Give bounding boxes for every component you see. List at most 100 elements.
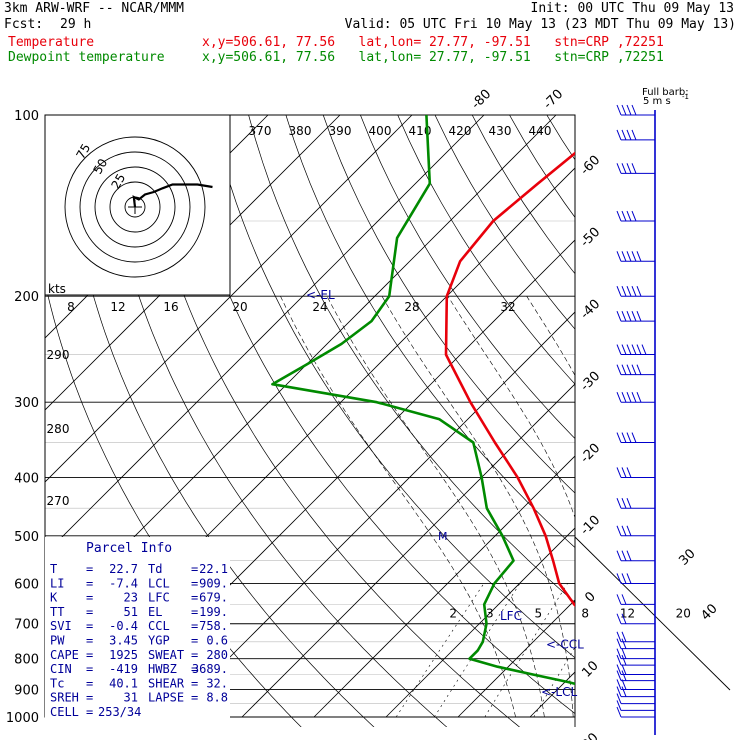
wind-barb bbox=[616, 638, 655, 650]
isotherm-line bbox=[602, 115, 740, 717]
isotherm-label: -50 bbox=[578, 225, 604, 251]
dry-adiabat-line bbox=[584, 115, 740, 730]
barb-legend-line1: Full barb: bbox=[642, 87, 689, 98]
hodograph-ring-label: 75 bbox=[73, 141, 93, 161]
wind-barb-flag bbox=[616, 392, 622, 403]
wind-barb-flag bbox=[626, 498, 632, 509]
moist-adiabat-line bbox=[381, 296, 574, 718]
hodograph-ring-label: 50 bbox=[90, 156, 110, 176]
wind-barb-flag bbox=[616, 364, 622, 375]
parcel-value: 253/34 bbox=[98, 705, 141, 719]
wind-barb-flag bbox=[616, 573, 622, 584]
parcel-label: CAPE bbox=[50, 648, 79, 662]
init-time: Init: 00 UTC Thu 09 May 13 bbox=[530, 1, 735, 16]
speed-tick-label: 12 bbox=[110, 300, 125, 314]
theta-label: 420 bbox=[449, 124, 472, 138]
wind-barb bbox=[616, 525, 655, 537]
wind-barb bbox=[616, 104, 655, 116]
wind-barb-flag bbox=[621, 432, 627, 443]
parcel-eq: = bbox=[191, 591, 198, 605]
wind-barb-flag bbox=[616, 432, 622, 443]
isotherm-line bbox=[241, 383, 575, 718]
dry-adiabat-line bbox=[322, 115, 575, 494]
parcel-value: 3689. bbox=[192, 662, 228, 676]
wind-barb-flag bbox=[626, 573, 632, 584]
parcel-value: 1925 bbox=[109, 648, 138, 662]
moist-adiabat-line bbox=[526, 296, 575, 377]
isotherm-label: -60 bbox=[578, 153, 604, 179]
barb-legend-line2: 5 m s bbox=[643, 96, 671, 107]
temperature-profile bbox=[444, 151, 575, 608]
parcel-eq: = bbox=[86, 619, 93, 633]
wind-barb-flag bbox=[631, 251, 637, 262]
isotherm-label: -20 bbox=[578, 441, 604, 467]
wind-barb-flag bbox=[616, 104, 622, 116]
theta-label: 370 bbox=[249, 124, 272, 138]
wind-barb bbox=[616, 432, 655, 444]
isotherm-line bbox=[313, 455, 575, 718]
wind-barb-flag bbox=[626, 251, 632, 262]
parcel-label: SHEAR bbox=[148, 676, 185, 690]
dry-adiabat-line bbox=[434, 115, 575, 330]
wind-barb-flag bbox=[621, 251, 627, 262]
pressure-tick-label: 100 bbox=[14, 109, 39, 124]
wind-barb-flag bbox=[626, 310, 632, 322]
wind-barb-flag bbox=[621, 310, 627, 322]
wind-barb-flag bbox=[616, 498, 622, 509]
dry-adiabat-label: 270 bbox=[47, 494, 70, 508]
wind-barb-flag bbox=[616, 344, 622, 355]
parcel-value: 22.1 bbox=[199, 562, 228, 576]
wind-barb-flag bbox=[631, 210, 637, 222]
wind-barb-flag bbox=[621, 392, 627, 403]
wind-barb-flag bbox=[631, 432, 637, 443]
moist-adiabat-line bbox=[280, 296, 516, 718]
pressure-tick-label: 200 bbox=[14, 290, 39, 305]
parcel-label: YGP bbox=[148, 634, 170, 648]
isotherm-label: 40 bbox=[698, 601, 720, 623]
wind-barb bbox=[616, 251, 655, 262]
wind-barb-flag bbox=[621, 631, 627, 642]
parcel-value: 8.8 bbox=[206, 691, 228, 705]
wind-barb-flag bbox=[616, 693, 622, 704]
parcel-label: LI bbox=[50, 576, 64, 590]
wind-barb bbox=[616, 693, 655, 705]
wind-barb-flag bbox=[631, 104, 637, 116]
valid-time: Valid: 05 UTC Fri 10 May 13 (23 MDT Thu … bbox=[344, 17, 736, 32]
wind-barb-flag bbox=[621, 467, 627, 478]
wind-barb-flag bbox=[616, 700, 622, 711]
parcel-label: K bbox=[50, 591, 58, 605]
wind-barb bbox=[616, 550, 655, 562]
parcel-value: -419 bbox=[109, 662, 138, 676]
speed-tick-label: 24 bbox=[312, 300, 327, 314]
pressure-tick-label: 800 bbox=[14, 653, 39, 668]
hodograph-ring-label: 25 bbox=[108, 171, 128, 191]
parcel-value: 909. bbox=[199, 576, 228, 590]
parcel-eq: = bbox=[191, 648, 198, 662]
wind-barb-flag bbox=[631, 286, 637, 297]
wind-barb-flag bbox=[621, 104, 627, 116]
wind-barb bbox=[616, 648, 655, 660]
parcel-label: Tc bbox=[50, 676, 64, 690]
dry-adiabat-line bbox=[733, 115, 740, 730]
speed-tick-label: 28 bbox=[404, 300, 419, 314]
wind-barb bbox=[616, 664, 655, 676]
moist-adiabat-line bbox=[326, 296, 545, 718]
pressure-tick-label: 600 bbox=[14, 577, 39, 592]
parcel-label: SWEAT bbox=[148, 648, 184, 662]
level-marker-el: <-EL bbox=[306, 288, 335, 302]
dry-adiabat-line bbox=[173, 115, 575, 715]
parcel-value: 40.1 bbox=[109, 676, 138, 690]
wind-barb-flag bbox=[616, 613, 622, 624]
parcel-eq: = bbox=[191, 619, 198, 633]
wind-barb-flag bbox=[616, 686, 622, 697]
wind-barb-flag bbox=[616, 654, 622, 666]
dry-adiabat-line bbox=[61, 115, 375, 727]
wind-barb-flag bbox=[621, 163, 627, 174]
level-marker-ccl: <-CCL bbox=[546, 638, 584, 652]
wind-barb-flag bbox=[621, 638, 627, 649]
parcel-eq: = bbox=[191, 562, 198, 576]
isotherm-label: -30 bbox=[578, 369, 604, 395]
wind-barb-flag bbox=[631, 310, 637, 322]
level-marker-lcl: <-LCL bbox=[541, 685, 577, 699]
wind-barb-flag bbox=[616, 251, 622, 262]
